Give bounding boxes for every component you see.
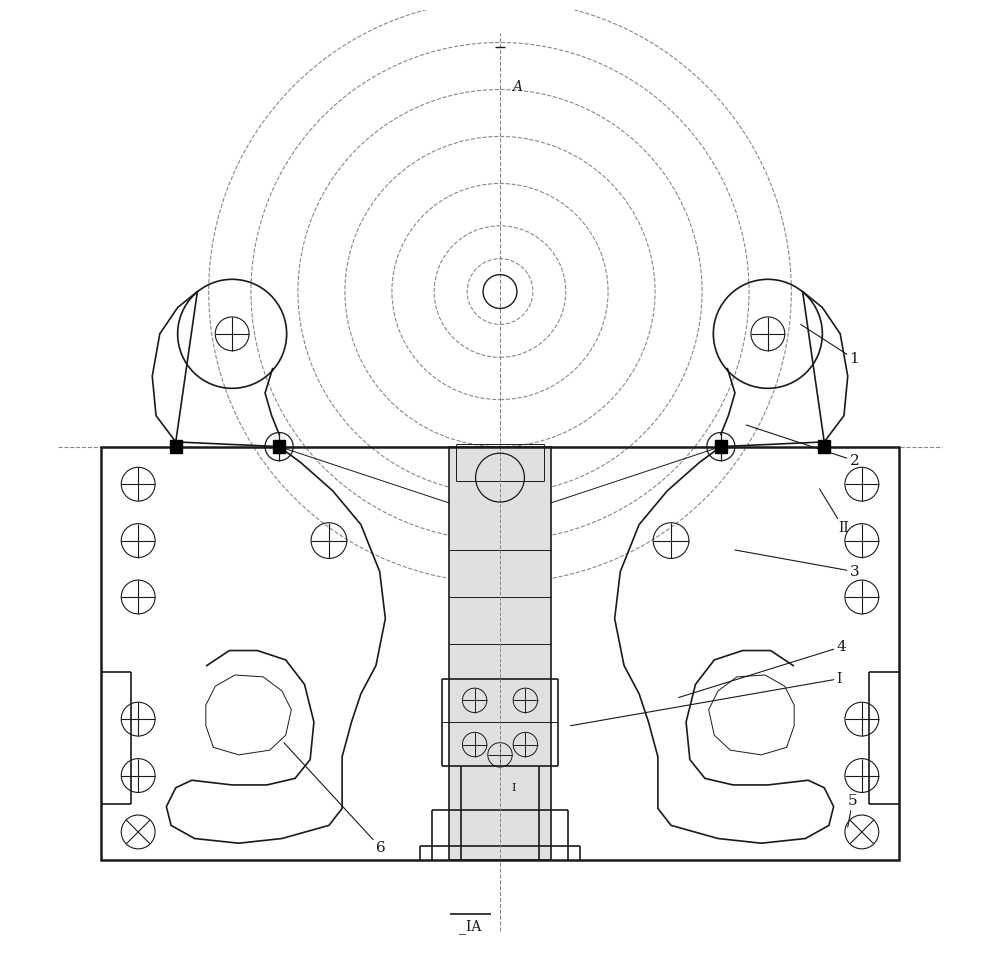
Bar [170,440,182,453]
Bar [273,440,285,453]
Bar [715,440,727,453]
Bar [101,447,899,860]
Bar [818,440,830,453]
Text: 3: 3 [735,550,859,578]
Text: 2: 2 [746,425,859,468]
Text: I: I [512,783,516,793]
Bar [449,447,551,860]
Text: A: A [512,81,522,94]
Text: I: I [570,671,842,726]
Text: _IA: _IA [459,920,481,934]
Text: 6: 6 [284,742,386,854]
Text: 1: 1 [801,324,859,366]
Text: II: II [820,489,849,535]
Text: 4: 4 [679,640,846,697]
Text: 5: 5 [848,794,857,828]
